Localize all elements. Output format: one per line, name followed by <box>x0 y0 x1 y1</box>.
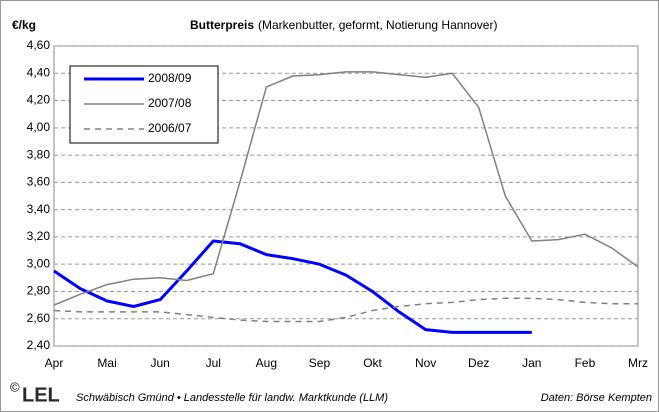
chart-subtitle: (Markenbutter, geformt, Notierung Hannov… <box>258 18 497 32</box>
y-tick-label: 2,60 <box>27 311 51 325</box>
y-tick-label: 4,20 <box>27 93 51 107</box>
x-tick-label: Nov <box>415 356 436 370</box>
footer-source: Schwäbisch Gmünd • Landesstelle für land… <box>76 392 388 404</box>
x-tick-label: Jan <box>522 356 541 370</box>
copyright: © <box>10 379 20 394</box>
line-series <box>53 71 639 306</box>
y-tick-label: 3,60 <box>27 175 51 189</box>
y-tick-label: 3,00 <box>27 256 51 270</box>
y-tick-label: 4,40 <box>27 65 51 79</box>
legend-label: 2007/08 <box>148 96 192 110</box>
x-tick-label: Jul <box>206 356 221 370</box>
chart-title: Butterpreis <box>190 18 254 32</box>
line-series <box>53 239 532 334</box>
y-tick-label: 4,00 <box>27 120 51 134</box>
y-tick-label: 3,40 <box>27 202 51 216</box>
x-tick-label: Dez <box>468 356 489 370</box>
legend-label: 2008/09 <box>148 71 192 85</box>
y-tick-label: 3,20 <box>27 229 51 243</box>
y-tick-label: 4,60 <box>27 38 51 52</box>
y-axis-label: €/kg <box>12 18 36 32</box>
footer-data-source: Daten: Börse Kempten <box>541 392 652 404</box>
legend-label: 2006/07 <box>148 121 192 135</box>
x-tick-label: Feb <box>575 356 596 370</box>
x-tick-label: Apr <box>45 356 64 370</box>
line-series <box>53 297 638 323</box>
x-tick-label: Jun <box>151 356 170 370</box>
y-tick-label: 2,40 <box>27 338 51 352</box>
y-tick-label: 3,80 <box>27 147 51 161</box>
x-tick-label: Okt <box>363 356 382 370</box>
y-tick-label: 2,80 <box>27 284 51 298</box>
x-tick-label: Sep <box>309 356 331 370</box>
x-tick-label: Mrz <box>628 356 648 370</box>
x-tick-label: Aug <box>256 356 277 370</box>
x-tick-label: Mai <box>97 356 116 370</box>
logo: LEL <box>22 384 60 406</box>
